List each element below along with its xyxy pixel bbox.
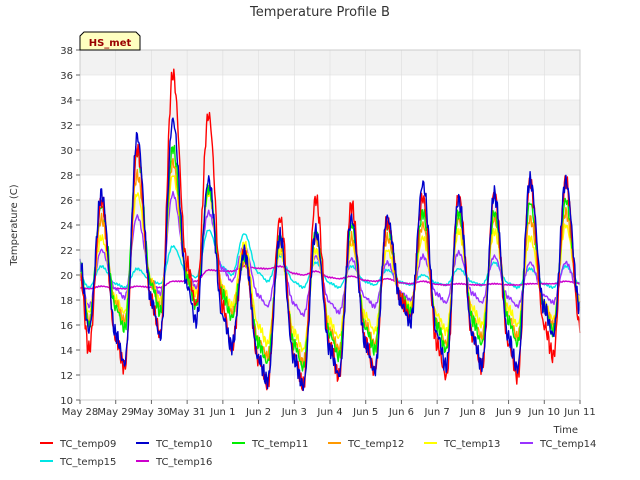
x-tick-label: Jun 9	[495, 407, 521, 418]
y-tick-label: 38	[60, 46, 73, 57]
x-tick-label: Jun 7	[424, 407, 450, 418]
legend: TC_temp09 TC_temp10 TC_temp11 TC_temp12 TC_t…	[40, 439, 596, 468]
x-tick-label: Jun 3	[281, 407, 307, 418]
y-tick-label: 20	[60, 271, 73, 282]
x-axis-label: Time	[553, 425, 578, 436]
x-tick-label: Jun 10	[528, 407, 561, 418]
series-line-TC_temp10	[79, 117, 581, 392]
x-tick-label: Jun 4	[316, 407, 342, 418]
x-tick-label: May 29	[97, 407, 134, 418]
y-axis-label: Temperature (C)	[9, 184, 20, 266]
series-layer	[79, 68, 581, 392]
y-tick-label: 22	[60, 246, 73, 257]
y-tick-label: 14	[60, 346, 73, 357]
y-tick-label: 32	[60, 121, 73, 132]
y-tick-label: 16	[60, 321, 73, 332]
x-tick-label: May 31	[169, 407, 206, 418]
y-tick-label: 34	[60, 96, 73, 107]
series-line-TC_temp13	[79, 175, 581, 353]
x-tick-label: Jun 11	[563, 407, 596, 418]
x-axis: May 28 May 29 May 30 May 31 Jun 1 Jun 2 Jun 3 J…	[62, 400, 596, 418]
x-tick-label: Jun 2	[245, 407, 271, 418]
chart-title: Temperature Profile B	[249, 5, 390, 20]
annotation-label: HS_met	[89, 38, 132, 49]
legend-label: TC_temp15	[59, 457, 116, 468]
legend-label: TC_temp12	[347, 439, 404, 450]
legend-label: TC_temp16	[155, 457, 212, 468]
y-tick-label: 26	[60, 196, 73, 207]
legend-label: TC_temp14	[539, 439, 596, 450]
y-tick-label: 18	[60, 296, 73, 307]
x-tick-label: May 28	[62, 407, 99, 418]
legend-label: TC_temp10	[155, 439, 212, 450]
x-tick-label: Jun 8	[459, 407, 485, 418]
y-tick-label: 30	[60, 146, 73, 157]
x-tick-label: Jun 5	[352, 407, 378, 418]
annotation-badge: HS_met	[79, 31, 141, 51]
x-tick-label: Jun 1	[209, 407, 235, 418]
x-tick-label: Jun 6	[388, 407, 414, 418]
legend-label: TC_temp13	[443, 439, 500, 450]
y-axis: 10 12 14 16 18 20 22 24 26 28 30 32 34 36 38	[60, 46, 80, 407]
legend-label: TC_temp11	[251, 439, 308, 450]
x-tick-label: May 30	[133, 407, 170, 418]
y-tick-label: 10	[60, 396, 73, 407]
y-tick-label: 28	[60, 171, 73, 182]
y-tick-label: 36	[60, 71, 73, 82]
y-tick-label: 24	[60, 221, 73, 232]
legend-label: TC_temp09	[59, 439, 116, 450]
y-tick-label: 12	[60, 371, 73, 382]
